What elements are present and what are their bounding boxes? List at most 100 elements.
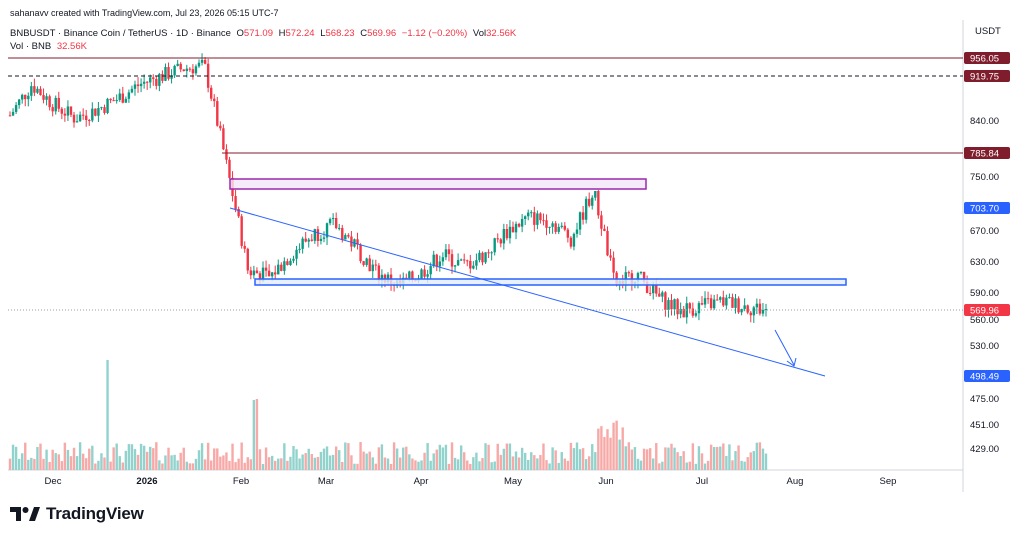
candle-body <box>755 303 759 308</box>
candle-body <box>627 272 631 274</box>
candle-body <box>194 66 198 74</box>
candle-body <box>331 217 335 220</box>
candle-body <box>133 84 137 89</box>
drawings[interactable] <box>8 57 963 377</box>
volume-bar <box>91 445 94 470</box>
volume-bar <box>633 447 637 470</box>
candle-body <box>88 120 91 122</box>
volume-bar <box>603 436 606 470</box>
candle-body <box>523 216 527 219</box>
close-label: C <box>360 28 368 39</box>
volume-bar <box>463 452 466 470</box>
volume-bar <box>700 453 704 470</box>
tradingview-logo-icon <box>10 507 40 521</box>
candle-body <box>292 258 295 261</box>
volume-bar <box>334 446 338 470</box>
volume-bar <box>469 463 472 470</box>
volume-bar <box>554 450 557 470</box>
volume-bar <box>408 454 411 470</box>
price-axis[interactable]: 840.00 750.00 670.00 630.00 590.00 560.00 530.… <box>970 116 999 455</box>
candle-body <box>530 212 533 214</box>
candle-body <box>758 303 762 314</box>
descending-trendline[interactable] <box>229 207 826 377</box>
volume-bar <box>456 459 460 470</box>
candle-body <box>106 98 109 113</box>
volume-bar <box>703 463 707 470</box>
price-label-text: 956.05 <box>970 54 999 65</box>
candle-body <box>572 233 576 247</box>
candle-body <box>319 238 323 241</box>
volume-bar <box>54 453 57 470</box>
resistance-zone-rectangle[interactable] <box>229 178 647 190</box>
volume-bar <box>691 443 695 470</box>
candle-body <box>130 88 134 93</box>
symbol-title[interactable]: BNBUSDT · Binance Coin / TetherUS · 1D ·… <box>10 28 231 39</box>
time-tick-label: Sep <box>880 476 897 487</box>
volume-bar <box>764 453 768 470</box>
price-label-text: 703.70 <box>970 204 999 215</box>
volume-bar <box>328 455 332 470</box>
projection-arrow[interactable] <box>774 329 795 366</box>
candle-body <box>97 108 100 116</box>
candle-body <box>203 59 207 64</box>
volume-bar <box>697 446 701 470</box>
candle-body <box>33 86 36 93</box>
tradingview-logo[interactable]: TradingView <box>10 504 144 524</box>
candle-body <box>316 229 320 241</box>
volume-bar <box>213 448 216 470</box>
candle-body <box>648 292 652 294</box>
time-axis[interactable]: Dec 2026 Feb Mar Apr May Jun Jul Aug Sep <box>45 476 897 487</box>
volume-bar <box>432 453 435 470</box>
volume-bar <box>450 442 454 470</box>
price-label-box <box>964 70 1010 82</box>
candle-body <box>118 93 121 100</box>
candle-body <box>746 305 749 313</box>
currency-unit[interactable]: USDT <box>975 26 1001 37</box>
volume-bar <box>185 461 189 470</box>
volume-bar <box>307 448 310 470</box>
price-label-text: 785.84 <box>970 149 999 160</box>
candle-body <box>48 96 51 108</box>
volume-bar <box>402 447 405 470</box>
volume-bar <box>75 456 79 470</box>
volume-bar <box>444 444 448 470</box>
volume-bar <box>57 454 60 470</box>
volume-bar <box>118 456 121 470</box>
price-tick-label: 475.00 <box>970 394 999 405</box>
candle-body <box>127 92 131 99</box>
volume-bar <box>642 448 646 470</box>
candle-body <box>267 270 271 277</box>
volume-bar <box>359 442 362 470</box>
volume-bar <box>219 456 222 470</box>
volume-indicator-label[interactable]: Vol · BNB <box>10 41 52 52</box>
volume-bar <box>591 444 594 470</box>
volume-bar <box>380 444 384 470</box>
candle-body <box>734 298 737 308</box>
open-value: 571.09 <box>243 28 273 39</box>
volume-bar <box>109 461 112 470</box>
candle-body <box>243 245 246 249</box>
candle-body <box>542 220 545 222</box>
time-tick-label: Aug <box>787 476 804 487</box>
candle-body <box>493 238 496 253</box>
candle-body <box>667 300 670 310</box>
volume-bar <box>587 456 591 470</box>
volume-bar <box>142 445 146 470</box>
candle-body <box>234 196 237 210</box>
price-label-box <box>964 202 1010 214</box>
candle-body <box>569 237 573 247</box>
candle-body <box>520 218 524 227</box>
candle-body <box>240 216 243 246</box>
chart-credit: sahanavv created with TradingView.com, J… <box>10 8 279 18</box>
candle-body <box>81 114 85 116</box>
candle-body <box>350 236 353 247</box>
volume-bar <box>505 443 509 470</box>
volume-bar <box>149 446 152 470</box>
candle-body <box>740 308 743 313</box>
volume-bar <box>609 437 612 470</box>
support-zone-rectangle[interactable] <box>254 278 847 286</box>
volume-bar <box>484 443 487 470</box>
volume-bar <box>670 443 673 470</box>
candle-body <box>63 113 67 116</box>
